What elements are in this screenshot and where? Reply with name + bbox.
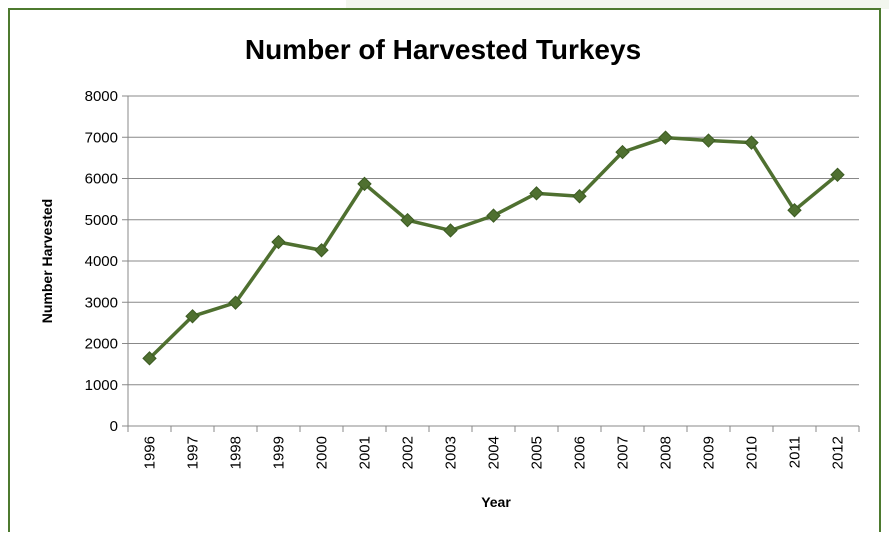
y-tick-label: 0 [110,418,118,435]
x-tick-label: 2001 [357,436,374,469]
data-point-marker [830,167,845,182]
data-point-marker [529,186,544,201]
x-tick-label: 2008 [658,436,675,469]
data-point-marker [615,144,630,160]
x-tick-label: 2003 [443,436,460,469]
data-point-marker [400,212,415,228]
x-tick-label: 2004 [486,436,503,469]
data-point-marker [443,223,458,238]
series-line [148,135,839,360]
x-tick-label: 1999 [271,436,288,469]
x-tick-label: 2002 [400,436,417,469]
x-tick-label: 2009 [701,436,718,469]
x-tick-label: 2011 [787,436,804,468]
data-point-marker [787,203,802,218]
x-tick-label: 2005 [529,436,546,469]
data-point-marker [142,351,157,366]
data-point-marker [357,176,372,192]
data-point-marker [744,135,759,150]
x-tick-label: 2000 [314,436,331,469]
x-tick-label: 2007 [615,436,632,469]
x-axis-label: Year [481,494,511,510]
data-point-marker [572,189,587,204]
background-strip [346,0,889,9]
y-tick-label: 4000 [85,253,118,270]
x-tick-label: 1997 [185,436,202,469]
y-tick-label: 2000 [85,336,118,353]
y-tick-label: 8000 [85,88,118,105]
x-tick-label: 2012 [830,436,847,469]
x-tick-labels: 1996 1997 1998 1999 2000 2001 2002 2003 2004 2005… [142,436,847,469]
data-point-marker [658,130,673,145]
chart-frame [8,8,881,532]
data-point-marker [701,133,716,148]
x-tick-label: 2006 [572,436,589,469]
data-point-marker [228,295,243,310]
y-axis-label: Number Harvested [39,199,55,324]
data-point-marker [486,208,501,223]
y-tick-labels: 0 1000 2000 3000 4000 5000 6000 7000 8000 [85,88,118,435]
y-tick-label: 6000 [85,171,118,188]
y-tick-label: 7000 [85,129,118,146]
x-tick-label: 2010 [744,436,761,469]
data-point-marker [185,309,200,324]
chart-title: Number of Harvested Turkeys [245,34,641,65]
x-tick-label: 1998 [228,436,245,469]
data-point-marker [314,243,329,258]
y-tick-label: 3000 [85,294,118,311]
y-tick-label: 1000 [85,377,118,394]
axes [122,95,860,432]
data-point-marker [271,234,286,250]
x-tick-label: 1996 [142,436,159,469]
y-tick-label: 5000 [85,212,118,229]
data-series [142,130,845,366]
